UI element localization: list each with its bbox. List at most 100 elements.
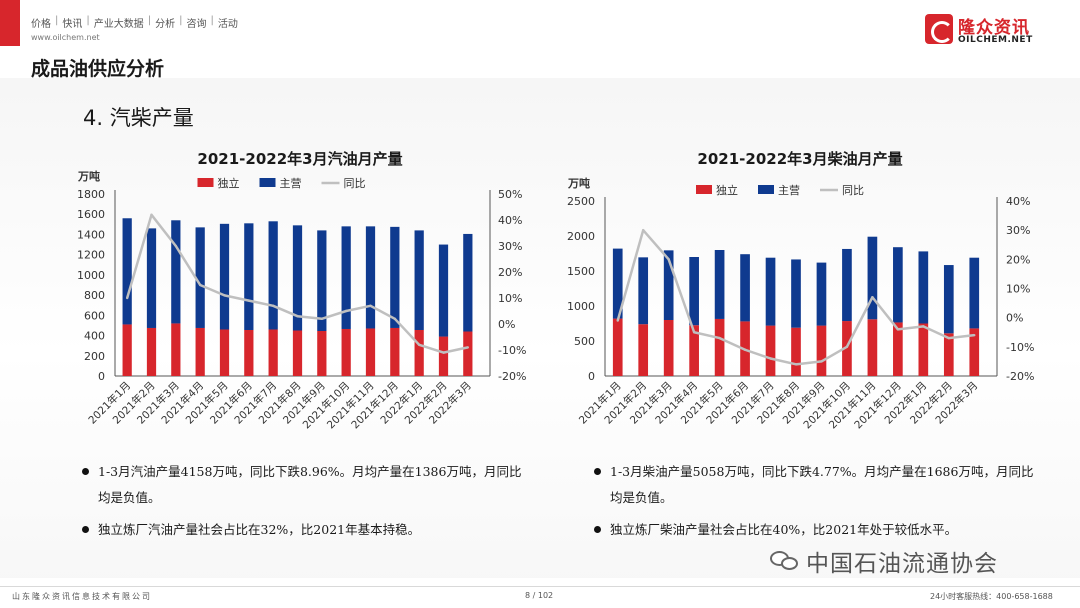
bar-main bbox=[943, 265, 954, 334]
bar-independent bbox=[268, 329, 278, 376]
y2-tick-label: 0% bbox=[498, 318, 515, 331]
bar-independent bbox=[842, 321, 852, 376]
bar-main bbox=[816, 262, 827, 326]
point-yoy bbox=[718, 336, 721, 340]
y-tick-label: 2500 bbox=[567, 195, 595, 208]
y2-tick-label: 50% bbox=[498, 188, 522, 201]
point-yoy bbox=[174, 244, 178, 248]
legend-swatch-main bbox=[259, 178, 276, 187]
legend-label-main: 主营 bbox=[280, 176, 302, 190]
point-yoy bbox=[417, 343, 421, 346]
wechat-account: 中国石油流通协会 bbox=[770, 544, 998, 578]
point-yoy bbox=[947, 336, 950, 340]
y-tick-label: 1200 bbox=[77, 249, 105, 262]
bar-main bbox=[195, 227, 205, 328]
bar-independent bbox=[341, 328, 351, 376]
point-yoy bbox=[296, 315, 299, 318]
y2-tick-label: -20% bbox=[1006, 370, 1034, 383]
nav-item[interactable]: 活动 bbox=[217, 19, 238, 30]
bar-independent bbox=[146, 327, 157, 376]
y-tick-label: 200 bbox=[84, 350, 105, 363]
bar-main bbox=[122, 218, 132, 325]
bar-independent bbox=[317, 331, 327, 376]
point-yoy bbox=[794, 363, 798, 366]
bar-independent bbox=[612, 318, 623, 376]
list-item: 1-3月柴油产量5058万吨，同比下跌4.77%。月均产量在1686万吨，月同比… bbox=[594, 459, 1034, 511]
bar-main bbox=[969, 257, 980, 329]
point-yoy bbox=[466, 346, 470, 349]
top-nav: 价格 | 快讯 | 产业大数据 | 分析 | 咨询 | 活动 bbox=[31, 15, 238, 30]
bar-main bbox=[171, 220, 181, 324]
gasoline-notes: 1-3月汽油产量4158万吨，同比下跌8.96%。月均产量在1386万吨，月同比… bbox=[82, 459, 522, 543]
y2-tick-label: 20% bbox=[498, 266, 522, 279]
bar-independent bbox=[244, 329, 254, 376]
point-yoy bbox=[344, 309, 348, 313]
legend-swatch-independent bbox=[696, 185, 712, 194]
nav-item[interactable]: 分析 bbox=[155, 19, 176, 30]
bar-main bbox=[689, 257, 699, 326]
point-yoy bbox=[692, 331, 696, 334]
y2-tick-label: 0% bbox=[1006, 312, 1023, 325]
y2-tick-label: 30% bbox=[1006, 224, 1030, 237]
bar-independent bbox=[663, 320, 674, 376]
page-number: 8 / 102 bbox=[525, 591, 554, 600]
point-yoy bbox=[973, 333, 976, 337]
y-tick-label: 1500 bbox=[567, 265, 595, 278]
bar-independent bbox=[816, 325, 827, 376]
legend-swatch-independent bbox=[197, 178, 214, 187]
bar-main bbox=[390, 226, 400, 328]
legend-label-independent: 独立 bbox=[218, 176, 240, 190]
y2-tick-label: 40% bbox=[1006, 195, 1030, 208]
footer-hotline: 24小时客服热线：400-658-1688 bbox=[930, 592, 1053, 601]
bar-main bbox=[292, 225, 303, 331]
bar-main bbox=[244, 223, 254, 330]
point-yoy bbox=[247, 299, 251, 302]
bar-independent bbox=[365, 328, 376, 376]
point-yoy bbox=[845, 345, 849, 349]
bar-main bbox=[365, 226, 376, 329]
point-yoy bbox=[642, 228, 645, 232]
nav-item[interactable]: 咨询 bbox=[186, 19, 207, 30]
legend-label-yoy: 同比 bbox=[344, 177, 366, 190]
y-tick-label: 600 bbox=[84, 309, 105, 322]
bar-main bbox=[765, 257, 776, 326]
bar-independent bbox=[714, 318, 725, 376]
bar-independent bbox=[219, 329, 230, 376]
chart-title: 2021-2022年3月汽油月产量 bbox=[197, 150, 402, 168]
bar-independent bbox=[122, 324, 132, 376]
bar-independent bbox=[791, 327, 801, 376]
y-tick-label: 1800 bbox=[77, 188, 105, 201]
bar-main bbox=[612, 248, 623, 319]
nav-item[interactable]: 价格 bbox=[31, 19, 51, 30]
y-tick-label: 1000 bbox=[567, 300, 595, 313]
bullet-dot bbox=[594, 526, 601, 533]
bullet-dot bbox=[82, 526, 89, 533]
bar-main bbox=[219, 223, 230, 330]
point-yoy bbox=[369, 304, 372, 307]
nav-item[interactable]: 产业大数据 bbox=[93, 19, 144, 30]
wechat-account-name: 中国石油流通协会 bbox=[806, 551, 998, 577]
bar-independent bbox=[390, 327, 400, 376]
point-yoy bbox=[820, 360, 823, 363]
bullet-dot bbox=[594, 468, 601, 475]
bar-main bbox=[317, 230, 327, 332]
bar-main bbox=[714, 250, 725, 319]
y2-tick-label: -10% bbox=[1006, 341, 1034, 354]
bar-main bbox=[918, 251, 929, 324]
y-tick-label: 500 bbox=[574, 335, 595, 348]
bar-independent bbox=[638, 324, 649, 376]
bar-independent bbox=[943, 333, 954, 376]
bar-main bbox=[740, 254, 750, 322]
y-tick-label: 0 bbox=[98, 370, 105, 383]
bar-independent bbox=[969, 328, 980, 376]
y2-tick-label: -20% bbox=[498, 370, 526, 383]
point-yoy bbox=[922, 325, 925, 328]
bar-independent bbox=[463, 331, 473, 376]
bar-main bbox=[146, 228, 157, 328]
logo-text-cn: 隆众资讯 bbox=[958, 18, 1030, 38]
point-yoy bbox=[896, 328, 900, 331]
bar-independent bbox=[292, 330, 303, 376]
legend-label-independent: 独立 bbox=[716, 183, 738, 197]
nav-item[interactable]: 快讯 bbox=[62, 19, 83, 30]
bar-independent bbox=[867, 319, 878, 376]
